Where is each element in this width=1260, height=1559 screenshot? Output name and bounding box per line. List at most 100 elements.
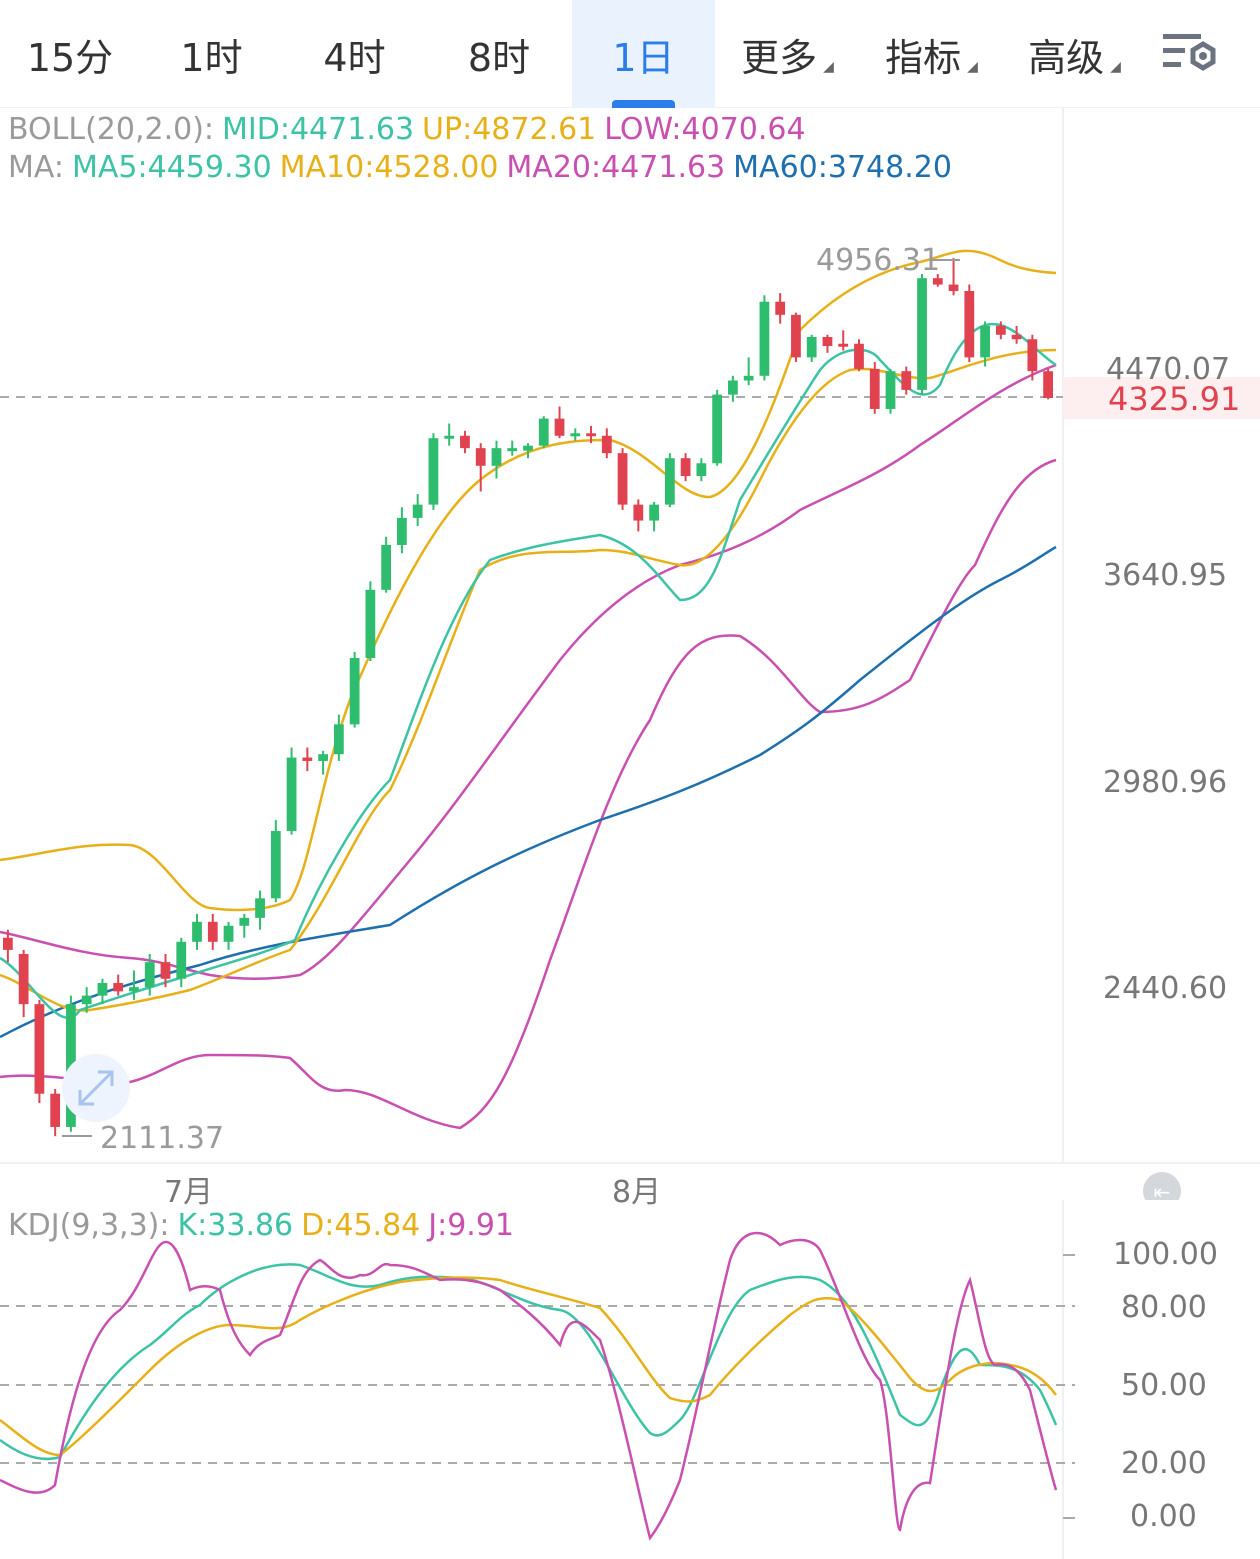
candle-body — [917, 278, 927, 390]
tab-label: 1时 — [180, 35, 243, 80]
candle-body — [428, 438, 439, 505]
candle-body — [302, 757, 313, 761]
month-label: 8月 — [612, 1175, 662, 1210]
candle-body — [270, 830, 281, 899]
kdj-k: K:33.86 — [177, 1208, 294, 1243]
candle-body — [318, 754, 328, 761]
candle-body — [696, 463, 707, 476]
candle-body — [50, 1093, 61, 1127]
candle-body — [759, 301, 770, 376]
candle-body — [223, 925, 234, 942]
candle-body — [712, 394, 723, 464]
chart-settings-button[interactable] — [1146, 0, 1236, 108]
expand-button[interactable] — [62, 1054, 130, 1122]
candle-body — [995, 325, 1006, 335]
candle-body — [129, 987, 139, 992]
kdj-name: KDJ(9,3,3): — [8, 1208, 170, 1243]
candlestick-chart[interactable]: 4956.31 2111.37 4325.91 ⇤ — [0, 0, 1260, 1200]
candle-body — [523, 445, 533, 451]
candle-body — [460, 435, 470, 449]
boll-upper-line — [0, 249, 1057, 912]
kdj-tick-label: 50.00 — [1121, 1368, 1207, 1403]
kdj-k-line — [0, 1263, 1058, 1461]
tab-label: 更多 — [741, 35, 818, 80]
candle-body — [1011, 334, 1022, 340]
price-tick: 4470.07 — [1106, 352, 1231, 387]
candle-body — [948, 284, 959, 291]
expand-arrows-icon — [78, 1070, 114, 1106]
timeframe-tabbar: 15分 1时 4时 8时 1日 更多 ◢ 指标 ◢ 高级 ◢ — [0, 0, 1260, 108]
candles-group — [2, 258, 1054, 1137]
tab-indicators[interactable]: 指标 ◢ — [860, 0, 1003, 108]
settings-gear-icon — [1163, 34, 1216, 71]
candle-body — [901, 371, 912, 390]
tab-1hour[interactable]: 1时 — [140, 0, 283, 108]
tab-1day[interactable]: 1日 — [572, 0, 715, 108]
candle-body — [18, 953, 29, 1005]
tab-label: 指标 — [885, 35, 962, 80]
month-label: 7月 — [164, 1175, 214, 1210]
candle-body — [192, 921, 202, 942]
candle-body — [743, 375, 754, 381]
indicator-lines — [0, 249, 1057, 1130]
candle-body — [444, 435, 455, 439]
tab-more[interactable]: 更多 ◢ — [715, 0, 860, 108]
tab-label: 1日 — [612, 35, 675, 80]
boll-legend: BOLL(20,2.0): MID:4471.63 UP:4872.61 LOW:40… — [8, 112, 814, 147]
candle-body — [964, 290, 975, 358]
candle-body — [113, 982, 124, 992]
kdj-tick-label: 20.00 — [1121, 1446, 1207, 1481]
kdj-j-line — [0, 1231, 1058, 1541]
candle-body — [680, 458, 691, 476]
candle-body — [869, 368, 880, 409]
boll-name: BOLL(20,2.0): — [8, 112, 215, 147]
ma60-value: MA60:3748.20 — [733, 150, 952, 185]
tab-8hour[interactable]: 8时 — [426, 0, 572, 108]
candle-body — [775, 301, 786, 315]
current-price-label: 4325.91 — [1108, 380, 1240, 418]
rewind-icon: ⇤ — [1154, 1180, 1171, 1200]
boll-mid: MID:4471.63 — [222, 112, 415, 147]
kdj-tick-label: 100.00 — [1113, 1237, 1218, 1272]
high-marker-label: 4956.31 — [816, 243, 940, 278]
tab-15min[interactable]: 15分 — [0, 0, 140, 108]
candle-body — [885, 371, 896, 409]
tab-advanced[interactable]: 高级 ◢ — [1003, 0, 1146, 108]
tab-label: 高级 — [1028, 35, 1105, 80]
tab-label: 15分 — [26, 35, 114, 80]
candle-body — [286, 757, 297, 831]
ma10-line — [0, 348, 1057, 1012]
candle-body — [34, 1004, 45, 1094]
candle-body — [144, 962, 155, 988]
dropdown-triangle-icon: ◢ — [823, 59, 834, 75]
price-tick: 3640.95 — [1103, 558, 1228, 593]
kdj-chart[interactable] — [0, 1200, 1260, 1559]
candle-body — [160, 962, 171, 979]
tab-4hour[interactable]: 4时 — [283, 0, 426, 108]
price-tick: 2980.96 — [1103, 765, 1228, 800]
kdj-tick-label: 0.00 — [1130, 1499, 1197, 1534]
candle-body — [491, 448, 502, 466]
candle-body — [176, 941, 187, 979]
ma20-value: MA20:4471.63 — [506, 150, 726, 185]
candle-body — [633, 504, 644, 521]
current-price-tag — [1063, 377, 1260, 419]
dropdown-triangle-icon: ◢ — [1110, 59, 1121, 75]
candle-body — [255, 898, 265, 918]
candle-body — [333, 724, 344, 755]
scroll-to-start-button[interactable]: ⇤ — [1143, 1172, 1181, 1200]
candle-body — [791, 314, 801, 358]
candle-body — [649, 504, 659, 521]
candle-body — [822, 337, 833, 347]
price-tick: 2440.60 — [1103, 971, 1228, 1006]
candle-body — [2, 937, 13, 950]
candle-body — [507, 448, 518, 452]
candle-body — [365, 589, 376, 658]
candle-body — [570, 433, 581, 437]
candle-body — [349, 657, 360, 725]
candle-body — [617, 453, 628, 505]
kdj-j: J:9.91 — [428, 1208, 515, 1243]
boll-low: LOW:4070.64 — [604, 112, 806, 147]
candle-body — [1043, 371, 1054, 398]
dropdown-triangle-icon: ◢ — [967, 59, 978, 75]
